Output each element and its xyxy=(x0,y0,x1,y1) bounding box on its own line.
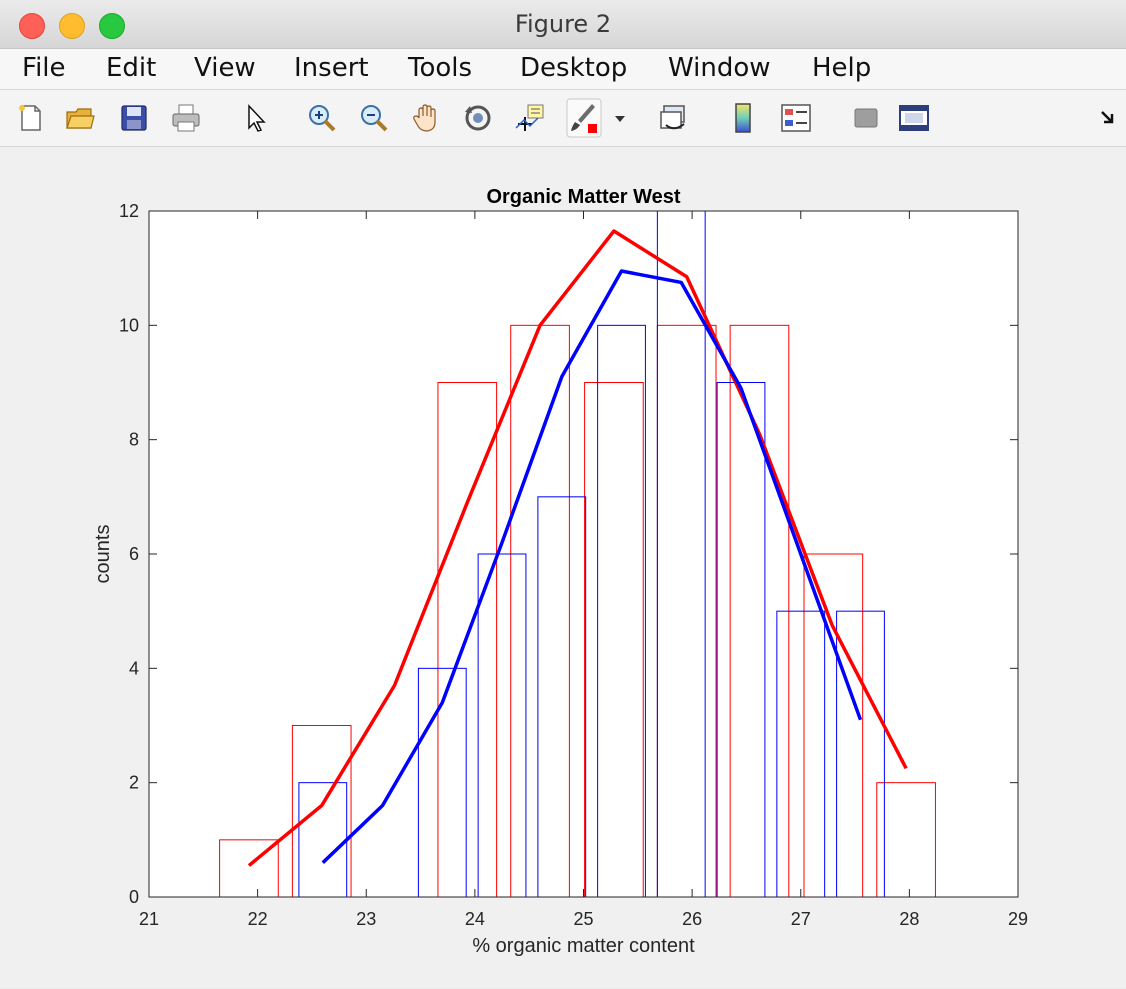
brush-icon[interactable] xyxy=(566,98,602,138)
menu-window[interactable]: Window xyxy=(668,53,771,83)
histogram-bar xyxy=(716,382,766,897)
data-cursor-icon[interactable] xyxy=(514,102,546,134)
axes-background xyxy=(149,211,1018,897)
x-tick-label: 22 xyxy=(248,909,268,929)
histogram-bar xyxy=(597,324,646,897)
y-tick-label: 10 xyxy=(119,315,139,335)
y-tick-label: 2 xyxy=(129,773,139,793)
x-tick-label: 21 xyxy=(139,909,159,929)
y-tick-label: 4 xyxy=(129,658,139,678)
x-tick-label: 25 xyxy=(573,909,593,929)
histogram-bar xyxy=(291,725,352,897)
histogram-bar xyxy=(437,382,498,897)
x-tick-label: 29 xyxy=(1008,909,1028,929)
x-axis-label: % organic matter content xyxy=(472,935,695,957)
dock-arrow-icon[interactable] xyxy=(1098,102,1118,134)
menu-file[interactable]: File xyxy=(22,53,66,83)
minimize-window-button[interactable] xyxy=(59,13,85,39)
colorbar-icon[interactable] xyxy=(728,102,760,134)
figure-toolbar xyxy=(0,90,1126,147)
zoom-window-button[interactable] xyxy=(99,13,125,39)
menu-view[interactable]: View xyxy=(194,53,256,83)
zoom-in-icon[interactable] xyxy=(306,102,338,134)
x-tick-label: 24 xyxy=(465,909,485,929)
x-tick-label: 27 xyxy=(791,909,811,929)
histogram-bar xyxy=(537,496,587,897)
menu-help[interactable]: Help xyxy=(812,53,872,83)
y-tick-label: 8 xyxy=(129,430,139,450)
y-tick-label: 0 xyxy=(129,887,139,907)
x-tick-label: 26 xyxy=(682,909,702,929)
menu-tools[interactable]: Tools xyxy=(408,53,473,83)
close-window-button[interactable] xyxy=(19,13,45,39)
menu-bar: File Edit View Insert Tools Desktop Wind… xyxy=(0,49,1126,90)
hide-plot-tools-icon[interactable] xyxy=(850,102,882,134)
x-tick-label: 23 xyxy=(356,909,376,929)
plot-title: Organic Matter West xyxy=(486,186,680,208)
histogram-bar xyxy=(776,610,826,897)
fit-curve-1 xyxy=(321,269,863,864)
rotate-3d-icon[interactable] xyxy=(462,102,494,134)
histogram-bar xyxy=(477,553,527,897)
x-tick-label: 28 xyxy=(899,909,919,929)
legend-icon[interactable] xyxy=(780,102,812,134)
menu-edit[interactable]: Edit xyxy=(106,53,157,83)
y-tick-label: 12 xyxy=(119,201,139,221)
pointer-icon[interactable] xyxy=(240,102,272,134)
print-icon[interactable] xyxy=(170,102,202,134)
save-icon[interactable] xyxy=(118,102,150,134)
brush-dropdown-icon[interactable] xyxy=(612,102,628,134)
y-axis-label: counts xyxy=(92,525,114,584)
new-figure-icon[interactable] xyxy=(14,102,46,134)
figure-canvas: 21 22 23 24 25 26 27 28 29 0 2 4 6 8 10 12 Organic Matt… xyxy=(8,148,1120,984)
histogram-bar xyxy=(876,782,936,897)
open-file-icon[interactable] xyxy=(64,102,96,134)
zoom-out-icon[interactable] xyxy=(358,102,390,134)
show-plot-tools-icon[interactable] xyxy=(898,102,930,134)
link-plot-icon[interactable] xyxy=(658,102,690,134)
title-bar: Figure 2 xyxy=(0,0,1126,49)
pan-hand-icon[interactable] xyxy=(410,102,442,134)
histogram-bar xyxy=(836,610,885,897)
window-title: Figure 2 xyxy=(514,10,612,38)
menu-desktop[interactable]: Desktop xyxy=(520,53,628,83)
y-tick-label: 6 xyxy=(129,544,139,564)
menu-insert[interactable]: Insert xyxy=(294,53,369,83)
histogram-bar xyxy=(584,382,644,897)
fit-curve-0 xyxy=(247,229,908,867)
histogram-bar xyxy=(803,553,864,897)
